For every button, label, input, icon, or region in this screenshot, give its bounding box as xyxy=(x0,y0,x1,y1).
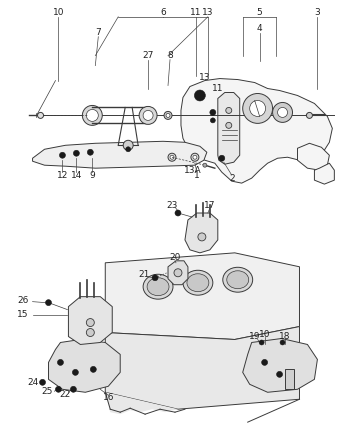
Text: 12: 12 xyxy=(57,171,68,180)
Circle shape xyxy=(168,153,176,161)
Circle shape xyxy=(226,122,232,128)
Circle shape xyxy=(306,112,312,118)
Circle shape xyxy=(86,109,98,121)
Polygon shape xyxy=(105,253,299,339)
Circle shape xyxy=(164,112,172,119)
Circle shape xyxy=(59,152,66,158)
Circle shape xyxy=(139,106,157,124)
Polygon shape xyxy=(218,93,240,164)
Text: 22: 22 xyxy=(60,390,71,399)
Text: 2: 2 xyxy=(229,174,235,183)
Circle shape xyxy=(72,369,79,375)
Text: 19: 19 xyxy=(249,332,260,341)
Circle shape xyxy=(46,299,51,305)
Circle shape xyxy=(259,340,264,345)
Circle shape xyxy=(126,147,131,152)
Ellipse shape xyxy=(143,274,173,299)
Ellipse shape xyxy=(147,278,169,296)
Text: 3: 3 xyxy=(315,8,320,17)
Polygon shape xyxy=(285,369,295,389)
Circle shape xyxy=(273,103,293,122)
Text: 7: 7 xyxy=(95,28,101,37)
Circle shape xyxy=(280,340,285,345)
Text: 21: 21 xyxy=(139,270,150,279)
Polygon shape xyxy=(243,338,317,392)
Ellipse shape xyxy=(223,267,253,292)
Circle shape xyxy=(219,155,225,161)
Text: 11: 11 xyxy=(190,8,202,17)
Circle shape xyxy=(86,329,94,336)
Circle shape xyxy=(193,155,197,159)
Circle shape xyxy=(58,360,63,366)
Circle shape xyxy=(87,149,93,155)
Ellipse shape xyxy=(227,271,249,289)
Polygon shape xyxy=(68,297,112,344)
Circle shape xyxy=(73,150,79,156)
Text: 5: 5 xyxy=(257,8,262,17)
Circle shape xyxy=(143,110,153,121)
Polygon shape xyxy=(185,213,218,253)
Text: 13: 13 xyxy=(199,73,211,82)
Circle shape xyxy=(37,112,44,118)
Text: 27: 27 xyxy=(142,51,154,60)
Circle shape xyxy=(277,107,287,118)
Circle shape xyxy=(250,100,265,116)
Circle shape xyxy=(86,319,94,326)
Circle shape xyxy=(174,269,182,277)
Circle shape xyxy=(152,275,158,281)
Polygon shape xyxy=(105,392,178,414)
Text: 6: 6 xyxy=(160,8,166,17)
Polygon shape xyxy=(297,143,329,170)
Text: 4: 4 xyxy=(257,24,262,33)
Polygon shape xyxy=(168,261,188,285)
Circle shape xyxy=(170,155,174,159)
Ellipse shape xyxy=(187,274,209,292)
Text: 24: 24 xyxy=(27,378,38,387)
Text: 1: 1 xyxy=(194,171,200,180)
Circle shape xyxy=(70,386,76,392)
Circle shape xyxy=(191,153,199,161)
Circle shape xyxy=(226,107,232,113)
Polygon shape xyxy=(181,79,332,183)
Circle shape xyxy=(56,386,61,392)
Text: 11: 11 xyxy=(212,84,224,93)
Text: 25: 25 xyxy=(42,387,53,396)
Circle shape xyxy=(82,106,102,125)
Polygon shape xyxy=(48,339,120,392)
Circle shape xyxy=(90,366,96,372)
Text: 13: 13 xyxy=(202,8,214,17)
Text: 26: 26 xyxy=(17,296,28,305)
Text: 17: 17 xyxy=(204,200,216,209)
Circle shape xyxy=(175,210,181,216)
Circle shape xyxy=(276,372,283,378)
Circle shape xyxy=(243,94,273,124)
Text: 9: 9 xyxy=(90,171,95,180)
Circle shape xyxy=(123,140,133,150)
Circle shape xyxy=(210,109,216,115)
Circle shape xyxy=(262,360,268,366)
Polygon shape xyxy=(105,326,299,409)
Circle shape xyxy=(198,233,206,241)
Circle shape xyxy=(210,118,215,123)
Ellipse shape xyxy=(183,270,213,295)
Text: 8: 8 xyxy=(167,51,173,60)
Text: 15: 15 xyxy=(17,310,28,319)
Text: 20: 20 xyxy=(169,253,181,262)
Polygon shape xyxy=(33,141,207,168)
Text: 16: 16 xyxy=(103,393,114,402)
Circle shape xyxy=(194,90,205,101)
Text: 13A: 13A xyxy=(184,166,202,175)
Polygon shape xyxy=(315,163,334,184)
Text: 10: 10 xyxy=(259,330,270,339)
Text: 10: 10 xyxy=(53,8,64,17)
Circle shape xyxy=(39,379,46,385)
Text: 14: 14 xyxy=(71,171,82,180)
Text: 23: 23 xyxy=(166,200,178,209)
Text: 18: 18 xyxy=(279,332,290,341)
Circle shape xyxy=(203,163,207,167)
Circle shape xyxy=(166,113,170,118)
